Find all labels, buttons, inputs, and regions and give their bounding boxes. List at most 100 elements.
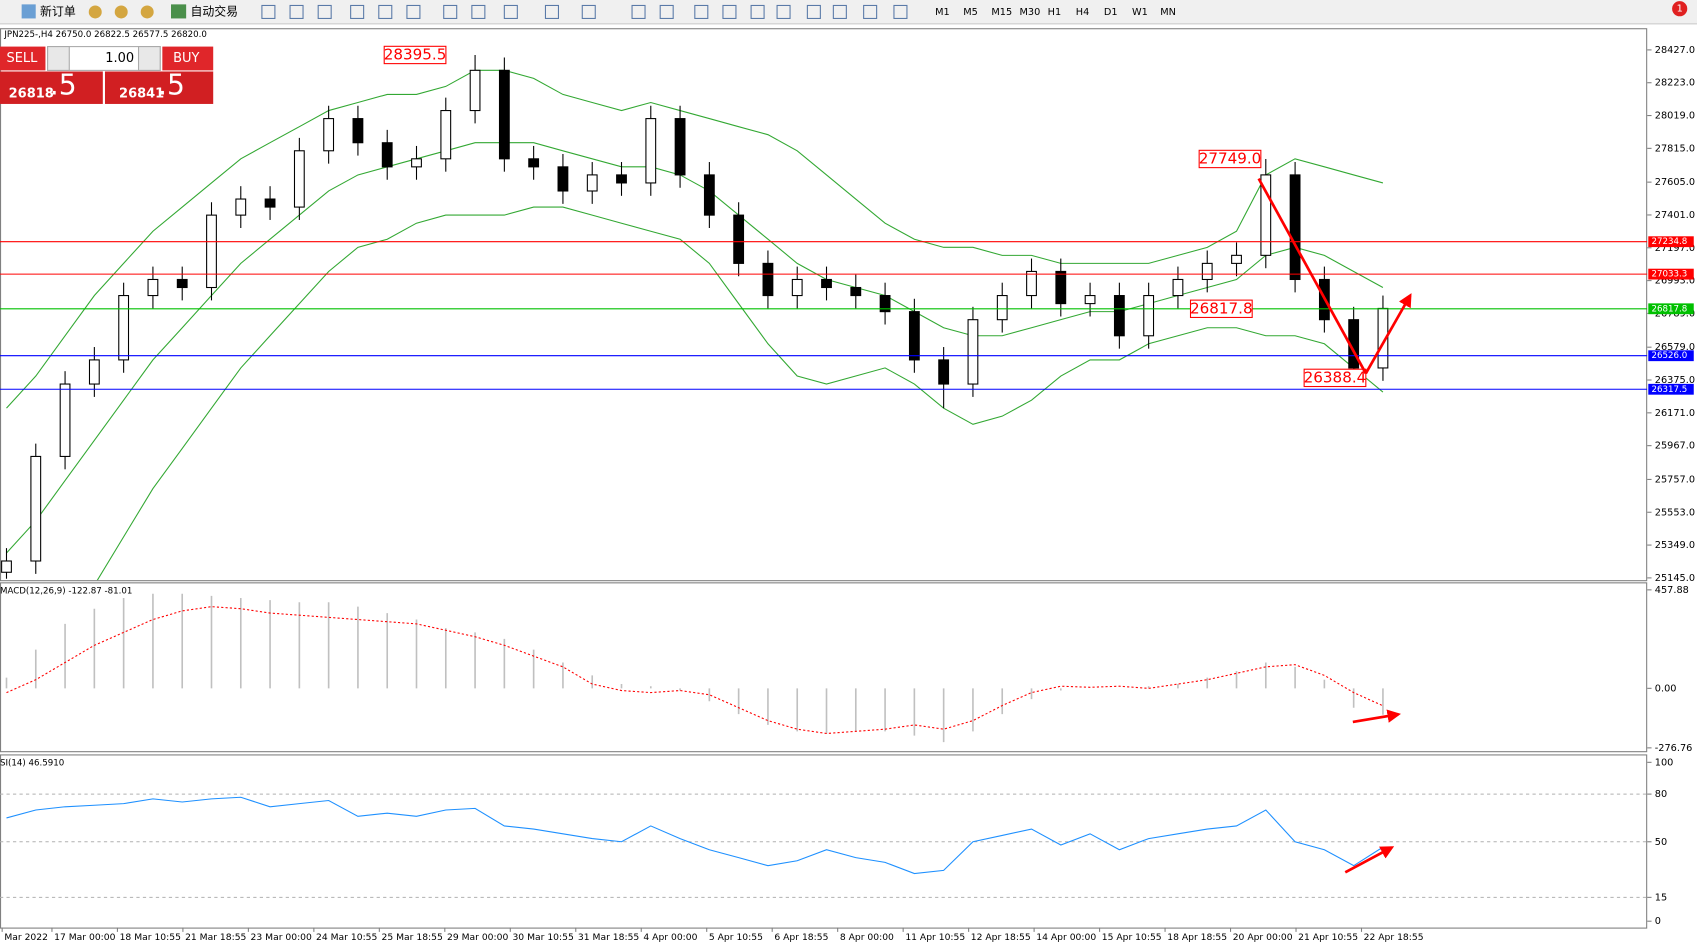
x-tick-label: 12 Apr 18:55 bbox=[971, 932, 1031, 943]
vol-up[interactable] bbox=[137, 46, 161, 71]
timeframe[interactable]: M15 bbox=[991, 7, 1012, 18]
candle-body bbox=[762, 262, 774, 297]
icon[interactable] bbox=[88, 5, 102, 19]
tool-icon[interactable] bbox=[350, 4, 365, 19]
candle-body bbox=[1026, 270, 1037, 297]
candle-body bbox=[1055, 270, 1067, 305]
x-tick-label: 23 Mar 00:00 bbox=[251, 932, 312, 943]
y-tick-label: 26375.0 bbox=[1655, 375, 1695, 386]
icon[interactable] bbox=[21, 4, 36, 19]
y-tick-label: 27815.0 bbox=[1655, 143, 1695, 154]
candle-body bbox=[1113, 295, 1125, 337]
candle-body bbox=[733, 214, 745, 264]
tool-icon[interactable] bbox=[631, 4, 646, 19]
arrow-down bbox=[1257, 177, 1368, 375]
candle-body bbox=[411, 158, 422, 168]
buy-price-box[interactable] bbox=[104, 71, 214, 104]
tool-icon[interactable] bbox=[443, 4, 458, 19]
y-tick-label: 0.00 bbox=[1655, 683, 1677, 694]
timeframe[interactable]: W1 bbox=[1132, 7, 1148, 18]
vol-down[interactable] bbox=[47, 46, 70, 71]
tool-icon[interactable] bbox=[581, 4, 596, 19]
sell-price: 26818 bbox=[9, 87, 54, 102]
tool-icon[interactable] bbox=[544, 4, 559, 19]
x-tick-label: 5 Apr 10:55 bbox=[709, 932, 763, 943]
timeframe[interactable]: MN bbox=[1160, 7, 1176, 18]
x-tick-label: 17 Mar 00:00 bbox=[54, 932, 115, 943]
sell-label[interactable]: SELL bbox=[6, 51, 38, 66]
y-tick-label: 26171.0 bbox=[1655, 408, 1695, 419]
candle-body bbox=[645, 118, 657, 184]
tool-icon[interactable] bbox=[722, 4, 737, 19]
x-tick-label: 4 Apr 00:00 bbox=[643, 932, 697, 943]
timeframe[interactable]: D1 bbox=[1104, 7, 1118, 18]
price-plot bbox=[0, 54, 1648, 581]
tool-icon[interactable] bbox=[378, 4, 393, 19]
tool-icon[interactable] bbox=[659, 4, 674, 19]
candle-body bbox=[88, 359, 100, 385]
notice-badge[interactable] bbox=[1672, 1, 1688, 17]
y-tick-label: 25757.0 bbox=[1655, 474, 1695, 485]
tool-icon[interactable] bbox=[832, 4, 847, 19]
rsi-line bbox=[6, 796, 1384, 875]
price-panel bbox=[0, 28, 1648, 582]
candle-body bbox=[235, 198, 247, 216]
tool-icon[interactable] bbox=[503, 4, 518, 19]
tool-icon[interactable] bbox=[694, 4, 709, 19]
x-tick-label: 6 Apr 18:55 bbox=[774, 932, 828, 943]
tool-icon[interactable] bbox=[893, 4, 908, 19]
timeframe[interactable]: H4 bbox=[1076, 7, 1090, 18]
x-tick-label: 20 Apr 00:00 bbox=[1233, 932, 1293, 943]
buy-label[interactable]: BUY bbox=[173, 51, 199, 66]
candle-body bbox=[440, 110, 452, 160]
toolbar-button[interactable]: 自动交易 bbox=[190, 4, 238, 18]
annotation-box bbox=[1198, 149, 1262, 169]
x-tick-label: 24 Mar 10:55 bbox=[316, 932, 377, 943]
rsi-plot bbox=[0, 793, 1648, 898]
timeframe[interactable]: M1 bbox=[935, 7, 950, 18]
tool-icon[interactable] bbox=[261, 4, 276, 19]
timeframe[interactable]: H1 bbox=[1048, 7, 1062, 18]
y-tick-label: 0 bbox=[1655, 916, 1661, 927]
annotation-box bbox=[1189, 299, 1253, 318]
candle-body bbox=[908, 311, 920, 361]
tool-icon[interactable] bbox=[406, 4, 421, 19]
tool-icon[interactable] bbox=[289, 4, 304, 19]
candle-body bbox=[469, 69, 481, 112]
icon[interactable] bbox=[170, 4, 187, 19]
candle-body bbox=[586, 174, 598, 192]
macd-plot bbox=[5, 593, 1384, 743]
tool-icon[interactable] bbox=[776, 4, 791, 19]
candle-body bbox=[967, 319, 979, 385]
volume[interactable]: 1.00 bbox=[105, 51, 134, 66]
tool-icon[interactable] bbox=[471, 4, 486, 19]
annotation-box bbox=[1303, 368, 1367, 388]
x-tick-label: 18 Apr 18:55 bbox=[1167, 932, 1227, 943]
tool-icon[interactable] bbox=[863, 4, 878, 19]
sell-price-box[interactable] bbox=[0, 71, 103, 104]
candle-body bbox=[938, 359, 950, 385]
icon[interactable] bbox=[140, 5, 154, 19]
buy-price-frac: .5 bbox=[158, 69, 185, 102]
x-tick-label: 25 Mar 18:55 bbox=[382, 932, 443, 943]
candle-body bbox=[30, 455, 42, 562]
tool-icon[interactable] bbox=[317, 4, 332, 19]
candle-body bbox=[1084, 295, 1096, 305]
candle-body bbox=[616, 174, 627, 184]
timeframe[interactable]: M30 bbox=[1019, 7, 1040, 18]
toolbar bbox=[0, 0, 1697, 24]
level-tag bbox=[1648, 236, 1694, 248]
y-tick-label: 25553.0 bbox=[1655, 507, 1695, 518]
buy-button[interactable] bbox=[162, 46, 214, 71]
annotation: 26388.4 bbox=[1304, 368, 1367, 386]
tool-icon[interactable] bbox=[750, 4, 765, 19]
toolbar-button[interactable]: 新订单 bbox=[40, 4, 76, 18]
y-tick-label: 28223.0 bbox=[1655, 78, 1695, 89]
tool-icon[interactable] bbox=[806, 4, 821, 19]
sell-button[interactable] bbox=[0, 46, 46, 71]
icon[interactable] bbox=[114, 5, 128, 19]
level-label: 26817.8 bbox=[1652, 304, 1688, 314]
x-tick-label: 31 Mar 18:55 bbox=[578, 932, 639, 943]
timeframe[interactable]: M5 bbox=[963, 7, 978, 18]
